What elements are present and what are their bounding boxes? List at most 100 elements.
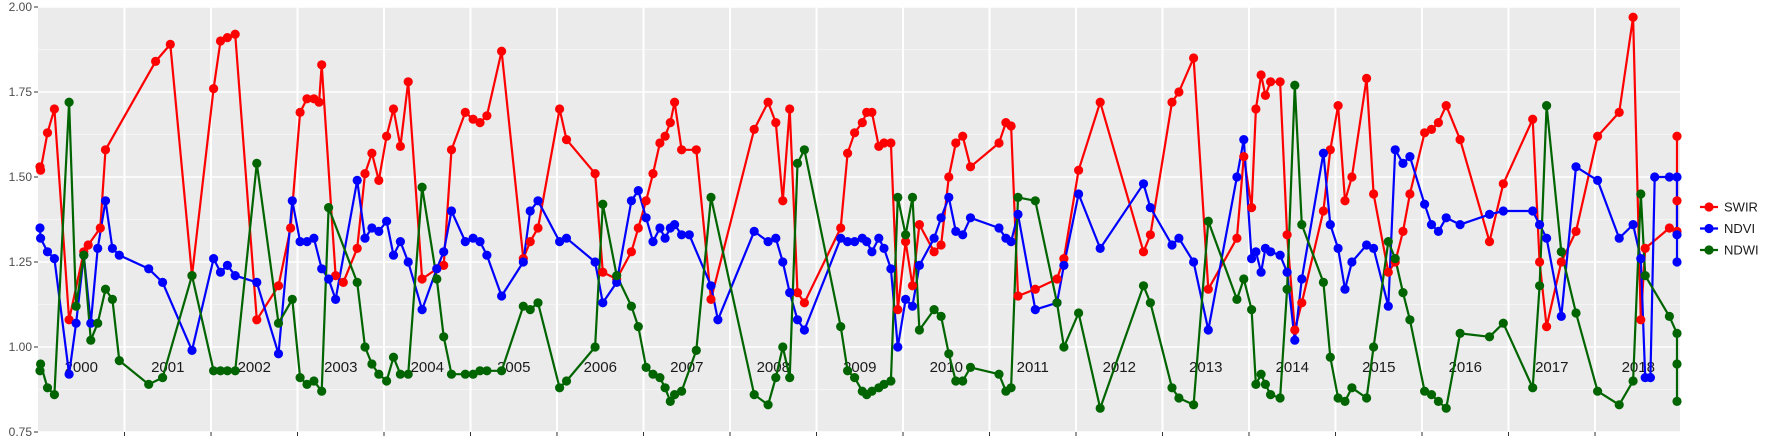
data-point-ndvi	[850, 237, 860, 247]
data-point-ndvi	[1282, 267, 1292, 277]
data-point-swir	[1484, 237, 1495, 247]
data-point-swir	[944, 172, 954, 182]
data-point-ndvi	[893, 342, 903, 352]
data-point-swir	[1030, 284, 1040, 294]
data-point-swir	[100, 145, 111, 155]
data-point-ndvi	[867, 247, 877, 257]
data-point-ndvi	[648, 237, 658, 247]
data-point-ndvi	[71, 318, 81, 328]
data-point-ndvi	[1297, 274, 1307, 284]
y-tick-label: 0.75	[9, 425, 33, 439]
data-point-ndvi	[432, 264, 442, 274]
data-point-ndvi	[1145, 203, 1155, 213]
data-point-ndvi	[518, 257, 528, 267]
year-labels: 2000 2001 2002 2003 2004 2005 2006 2007 2008 2009…	[65, 359, 1655, 376]
data-point-ndwi	[374, 369, 384, 379]
data-point-ndwi	[287, 294, 297, 304]
data-point-ndwi	[677, 386, 687, 396]
data-point-ndvi	[1256, 267, 1266, 277]
data-point-swir	[1347, 172, 1357, 182]
data-point-swir	[1441, 101, 1451, 111]
data-point-ndwi	[641, 362, 651, 372]
data-point-swir	[1251, 104, 1261, 114]
data-point-swir	[209, 84, 219, 94]
data-point-ndwi	[1498, 318, 1508, 328]
data-point-swir	[555, 104, 565, 114]
data-point-ndvi	[222, 260, 232, 270]
data-point-swir	[691, 145, 701, 155]
data-point-ndwi	[648, 369, 658, 379]
data-point-ndvi	[86, 318, 96, 328]
data-point-ndvi	[1340, 284, 1350, 294]
year-label: 2007	[670, 359, 703, 376]
data-point-swir	[958, 131, 968, 141]
x-axis	[124, 432, 1596, 436]
data-point-swir	[965, 162, 976, 172]
data-point-ndvi	[1636, 254, 1646, 264]
data-point-ndvi	[626, 196, 637, 206]
data-point-ndwi	[360, 342, 370, 352]
data-point-ndwi	[792, 158, 803, 168]
data-point-ndvi	[1006, 237, 1016, 247]
data-point-swir	[749, 124, 759, 134]
data-point-ndwi	[1664, 311, 1674, 321]
data-point-ndvi	[446, 206, 457, 216]
data-point-ndwi	[222, 366, 232, 376]
data-point-ndwi	[867, 386, 877, 396]
data-point-swir	[706, 294, 716, 304]
data-point-ndwi	[475, 366, 485, 376]
data-point-ndwi	[1145, 298, 1155, 308]
data-point-ndwi	[1593, 386, 1603, 396]
data-point-swir	[302, 94, 312, 104]
data-point-ndvi	[1664, 172, 1674, 182]
data-point-ndwi	[555, 383, 565, 393]
data-point-ndwi	[994, 369, 1004, 379]
data-point-ndvi	[1232, 172, 1242, 182]
year-label: 2018	[1622, 359, 1655, 376]
data-point-ndwi	[215, 366, 226, 376]
data-point-swir	[36, 165, 46, 175]
data-point-ndvi	[763, 237, 773, 247]
data-point-ndwi	[1325, 352, 1335, 362]
data-point-ndvi	[1174, 233, 1184, 243]
y-tick-label: 2.00	[9, 0, 33, 14]
legend-key-point	[1704, 245, 1714, 255]
year-label: 2016	[1449, 359, 1482, 376]
data-point-swir	[1282, 230, 1292, 240]
year-label: 2013	[1189, 359, 1222, 376]
data-point-ndwi	[35, 366, 45, 376]
data-point-swir	[1664, 223, 1674, 233]
data-point-ndvi	[561, 233, 572, 243]
data-point-ndvi	[965, 213, 976, 223]
data-point-ndwi	[42, 383, 53, 393]
data-point-ndwi	[1571, 308, 1581, 318]
data-point-swir	[1318, 206, 1328, 216]
data-point-swir	[382, 131, 392, 141]
data-point-ndwi	[525, 305, 535, 315]
data-point-ndvi	[1593, 175, 1603, 185]
data-point-ndvi	[843, 237, 853, 247]
data-point-ndwi	[936, 311, 946, 321]
data-point-swir	[1498, 179, 1508, 189]
data-point-ndwi	[1275, 393, 1285, 403]
data-point-ndwi	[660, 383, 670, 393]
data-point-ndvi	[64, 369, 74, 379]
data-point-ndvi	[1203, 325, 1213, 335]
data-point-ndvi	[252, 277, 262, 287]
data-point-swir	[1333, 101, 1343, 111]
data-point-ndvi	[836, 233, 846, 243]
data-point-ndwi	[324, 203, 334, 213]
data-point-ndvi	[749, 226, 759, 236]
data-point-ndwi	[612, 271, 622, 281]
data-point-ndwi	[1282, 284, 1292, 294]
data-point-swir	[843, 148, 853, 158]
data-point-ndwi	[86, 335, 96, 345]
data-point-ndvi	[1362, 240, 1372, 250]
legend-key-point	[1704, 223, 1714, 234]
data-point-ndvi	[706, 281, 716, 291]
data-point-ndwi	[107, 294, 117, 304]
data-point-ndwi	[1426, 390, 1437, 400]
data-point-ndvi	[1247, 254, 1257, 264]
data-point-swir	[49, 104, 60, 114]
data-point-swir	[475, 118, 485, 128]
